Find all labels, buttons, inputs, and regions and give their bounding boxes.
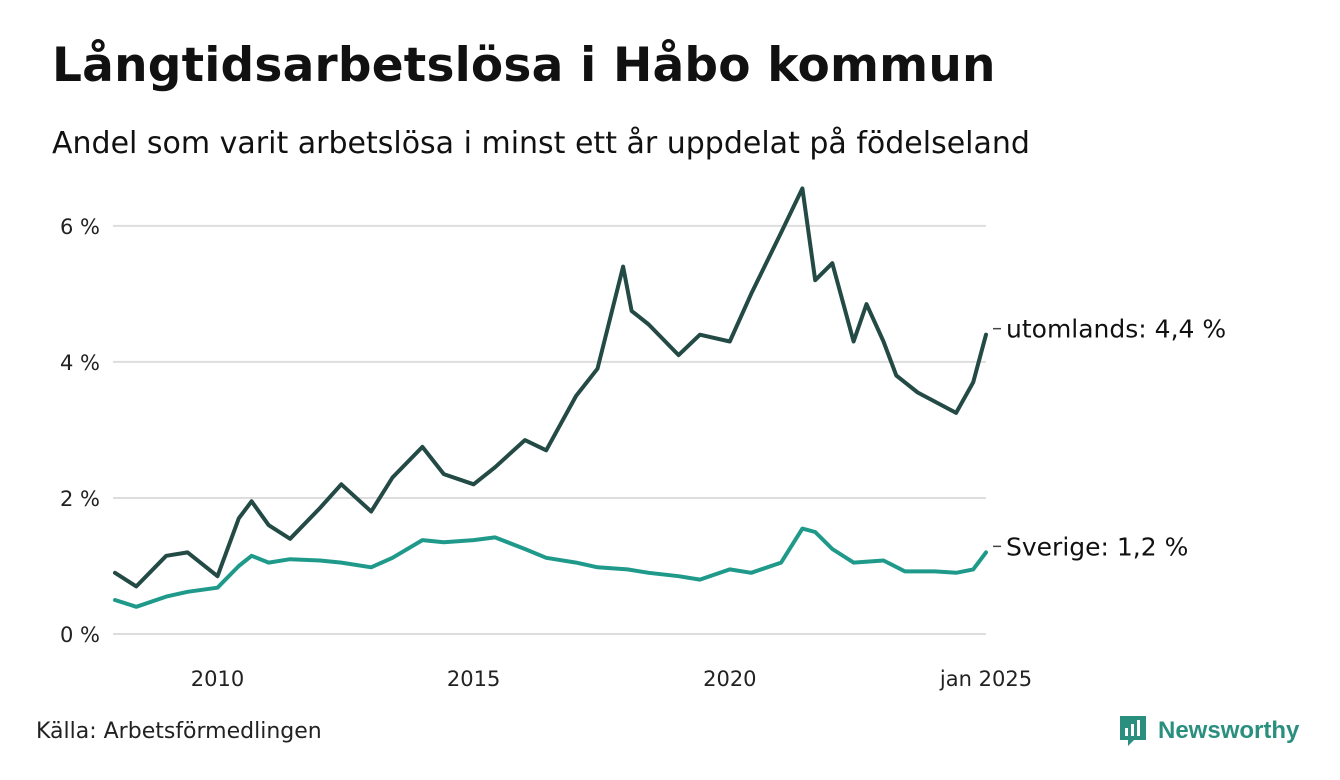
chart-subtitle: Andel som varit arbetslösa i minst ett å… <box>52 126 1030 161</box>
series-line-sverige <box>113 526 988 609</box>
source-note: Källa: Arbetsförmedlingen <box>36 719 322 744</box>
x-tick-label: 2020 <box>703 667 756 691</box>
newsworthy-logo-icon <box>1120 716 1146 746</box>
series-end-label: Sverige: 1,2 % <box>1006 532 1188 561</box>
y-tick-label: 6 % <box>60 215 100 239</box>
x-tick-label: 2010 <box>191 667 244 691</box>
series-end-labels: utomlands: 4,4 % Sverige: 1,2 % <box>993 315 1226 561</box>
y-tick-label: 0 % <box>60 623 100 647</box>
brand-name: Newsworthy <box>1158 717 1300 744</box>
x-tick-label: jan 2025 <box>939 667 1032 691</box>
y-tick-label: 2 % <box>60 487 100 511</box>
chart-title: Långtidsarbetslösa i Håbo kommun <box>52 38 996 93</box>
series-end-label: utomlands: 4,4 % <box>1006 315 1226 344</box>
series-lines <box>113 186 988 609</box>
brand-logo[interactable]: Newsworthy <box>1118 713 1299 749</box>
series-line-utomlands <box>113 186 988 589</box>
x-tick-label: 2015 <box>447 667 500 691</box>
line-chart: 0 % 2 % 4 % 6 % 2010 2015 2020 jan 2025 utomla… <box>60 186 1226 691</box>
y-tick-label: 4 % <box>60 351 100 375</box>
x-axis-labels: 2010 2015 2020 jan 2025 <box>191 667 1032 691</box>
grid-lines <box>113 224 986 635</box>
y-axis-labels: 0 % 2 % 4 % 6 % <box>60 215 100 647</box>
